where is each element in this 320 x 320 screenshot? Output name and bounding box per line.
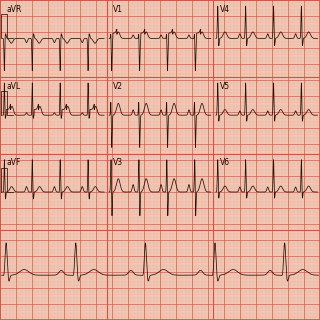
Text: aVL: aVL (6, 82, 21, 91)
Text: aVR: aVR (6, 5, 22, 14)
Text: aVF: aVF (6, 158, 21, 167)
Text: V4: V4 (220, 5, 230, 14)
Text: V1: V1 (113, 5, 123, 14)
Text: V2: V2 (113, 82, 123, 91)
Text: V3: V3 (113, 158, 123, 167)
Text: V6: V6 (220, 158, 230, 167)
Text: V5: V5 (220, 82, 230, 91)
